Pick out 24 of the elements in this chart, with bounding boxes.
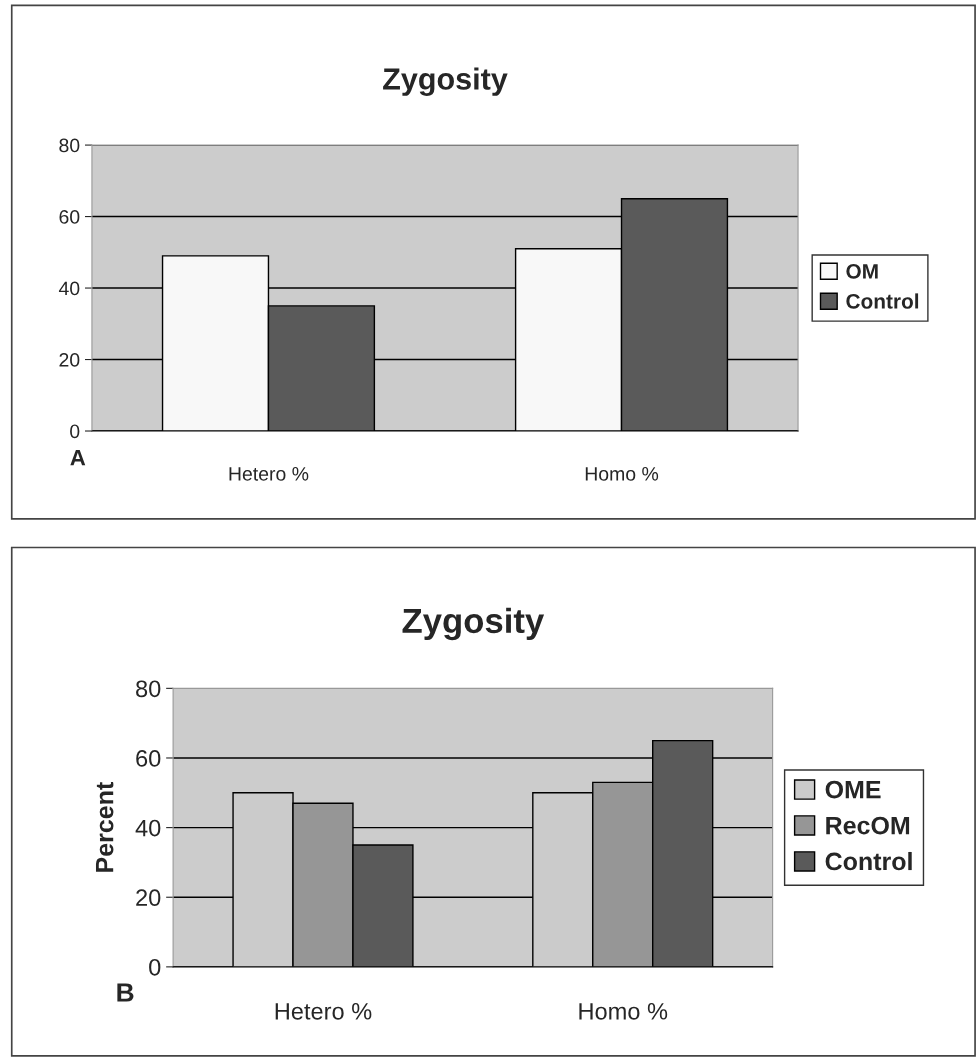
text: B <box>117 983 134 1002</box>
legend-label: RecOM <box>826 816 910 835</box>
y-tick-label: 80 <box>59 138 80 153</box>
legend-label: Control <box>846 293 919 309</box>
y-tick-label: 40 <box>58 281 80 296</box>
x-tick-label: Homo % <box>585 467 659 481</box>
y-tick-label: 0 <box>149 958 161 976</box>
x-tick-label: Hetero % <box>229 467 309 481</box>
chart-title: Zygosity <box>383 67 508 96</box>
y-tick-label: 40 <box>135 819 161 837</box>
text: A <box>70 450 86 466</box>
legend-label: OM <box>846 263 878 279</box>
chart-title: Zygosity <box>402 607 545 641</box>
y-tick-label: 60 <box>59 210 80 224</box>
legend-label: OME <box>825 780 881 799</box>
x-tick-label: Homo % <box>579 1003 668 1020</box>
y-tick-label: 20 <box>59 353 80 367</box>
y-tick-label: 0 <box>70 424 80 439</box>
y-tick-label: 60 <box>136 750 161 767</box>
y-tick-label: 80 <box>136 680 161 698</box>
x-tick-label: Hetero % <box>275 1003 372 1020</box>
y-tick-label: 20 <box>136 889 161 907</box>
legend-label: Control <box>825 851 912 871</box>
y-axis-title: Percent <box>95 782 114 872</box>
